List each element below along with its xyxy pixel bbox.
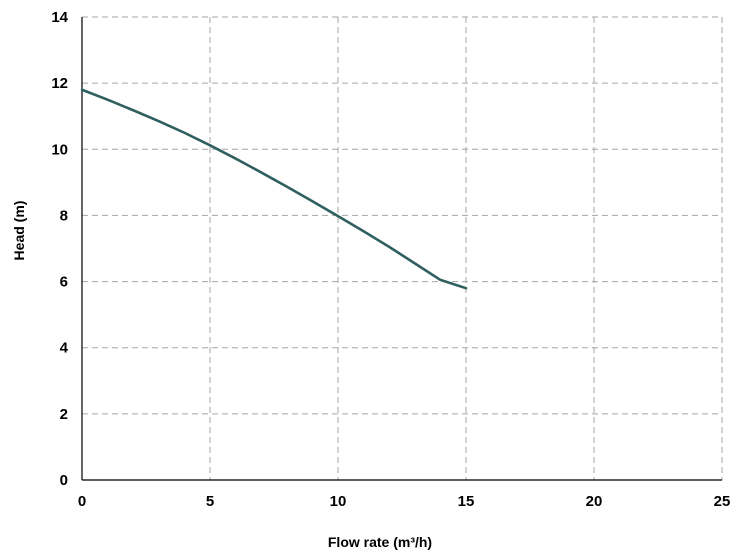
- x-tick-label-0: 0: [78, 493, 86, 510]
- y-tick-labels: 0 2 4 6 8 10 12 14: [51, 9, 68, 489]
- y-tick-label-14: 14: [51, 9, 68, 26]
- y-tick-label-10: 10: [51, 141, 68, 158]
- y-tick-label-12: 12: [51, 75, 68, 92]
- y-tick-label-0: 0: [60, 472, 68, 489]
- x-axis-title: Flow rate (m³/h): [328, 534, 432, 550]
- axes: [81, 17, 722, 481]
- y-tick-label-6: 6: [60, 274, 68, 291]
- x-tick-label-20: 20: [586, 493, 603, 510]
- x-tick-label-25: 25: [714, 493, 731, 510]
- y-tick-label-2: 2: [60, 406, 68, 423]
- x-tick-label-10: 10: [330, 493, 347, 510]
- x-tick-labels: 0 5 10 15 20 25: [78, 493, 731, 510]
- x-tick-label-15: 15: [458, 493, 475, 510]
- series: [80, 88, 468, 290]
- y-tick-label-4: 4: [60, 340, 69, 357]
- grid: [82, 16, 723, 480]
- series-line-0: [80, 88, 468, 290]
- y-tick-label-8: 8: [60, 207, 68, 224]
- x-tick-label-5: 5: [206, 493, 214, 510]
- y-axis-title: Head (m): [11, 201, 27, 261]
